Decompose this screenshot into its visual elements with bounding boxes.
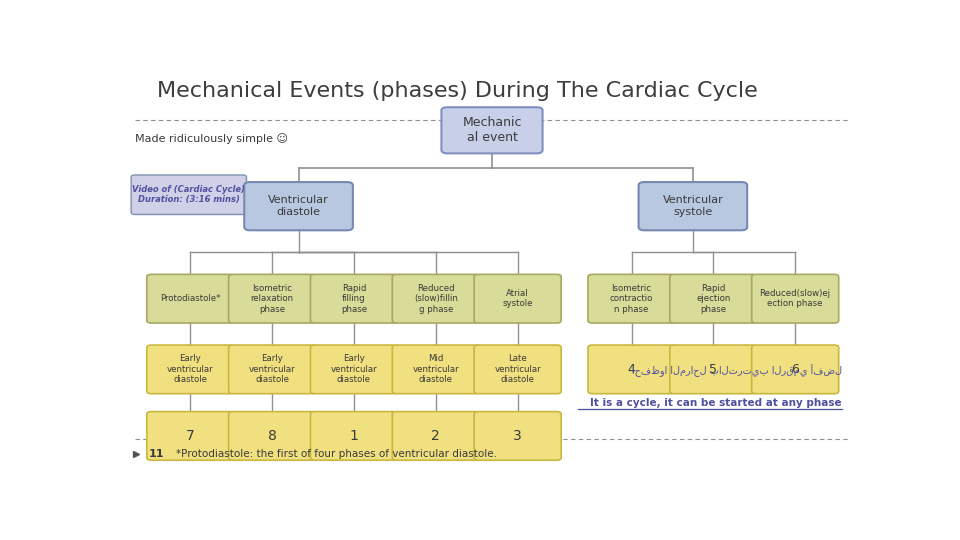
FancyBboxPatch shape	[670, 345, 756, 394]
FancyBboxPatch shape	[310, 345, 397, 394]
FancyBboxPatch shape	[231, 347, 263, 354]
Text: 4: 4	[628, 363, 636, 376]
Text: Reduced(slow)ej
ection phase: Reduced(slow)ej ection phase	[759, 289, 830, 308]
Text: 11: 11	[148, 449, 164, 458]
FancyBboxPatch shape	[231, 276, 263, 283]
FancyBboxPatch shape	[673, 276, 704, 283]
FancyBboxPatch shape	[396, 276, 426, 283]
FancyBboxPatch shape	[638, 182, 747, 230]
FancyBboxPatch shape	[393, 411, 479, 460]
FancyBboxPatch shape	[132, 175, 247, 214]
Text: 5: 5	[709, 363, 717, 376]
Text: Atrial
systole: Atrial systole	[502, 289, 533, 308]
Text: Mid
ventricular
diastole: Mid ventricular diastole	[413, 354, 459, 384]
Text: 1: 1	[349, 429, 358, 443]
Text: 6: 6	[791, 363, 799, 376]
Text: Video of (Cardiac Cycle)
Duration: (3:16 mins): Video of (Cardiac Cycle) Duration: (3:16…	[132, 185, 245, 205]
FancyBboxPatch shape	[752, 274, 839, 323]
Text: 8: 8	[268, 429, 276, 443]
FancyBboxPatch shape	[393, 274, 479, 323]
FancyBboxPatch shape	[310, 411, 397, 460]
FancyBboxPatch shape	[477, 347, 509, 354]
FancyBboxPatch shape	[313, 413, 345, 420]
FancyBboxPatch shape	[396, 413, 426, 420]
FancyBboxPatch shape	[752, 345, 839, 394]
FancyBboxPatch shape	[244, 182, 353, 230]
FancyBboxPatch shape	[231, 413, 263, 420]
FancyBboxPatch shape	[755, 276, 786, 283]
Text: Ventricular
systole: Ventricular systole	[662, 195, 723, 217]
Text: Early
ventricular
diastole: Early ventricular diastole	[249, 354, 296, 384]
FancyBboxPatch shape	[228, 274, 316, 323]
Text: Reduced
(slow)fillin
g phase: Reduced (slow)fillin g phase	[414, 284, 458, 314]
FancyBboxPatch shape	[442, 107, 542, 153]
FancyBboxPatch shape	[147, 345, 234, 394]
FancyBboxPatch shape	[588, 345, 675, 394]
FancyBboxPatch shape	[313, 276, 345, 283]
FancyBboxPatch shape	[474, 411, 562, 460]
Text: Isometric
relaxation
phase: Isometric relaxation phase	[251, 284, 294, 314]
FancyBboxPatch shape	[396, 347, 426, 354]
FancyBboxPatch shape	[670, 274, 756, 323]
Text: Made ridiculously simple ☺: Made ridiculously simple ☺	[134, 133, 288, 144]
FancyBboxPatch shape	[150, 276, 181, 283]
Text: 2: 2	[431, 429, 441, 443]
FancyBboxPatch shape	[147, 411, 234, 460]
FancyBboxPatch shape	[228, 345, 316, 394]
FancyBboxPatch shape	[150, 347, 181, 354]
Text: 3: 3	[514, 429, 522, 443]
Text: Protodiastole*: Protodiastole*	[160, 294, 221, 303]
Text: Early
ventricular
diastole: Early ventricular diastole	[167, 354, 214, 384]
FancyBboxPatch shape	[393, 345, 479, 394]
Text: Rapid
ejection
phase: Rapid ejection phase	[696, 284, 731, 314]
FancyBboxPatch shape	[643, 185, 680, 192]
FancyBboxPatch shape	[249, 185, 285, 192]
FancyBboxPatch shape	[588, 274, 675, 323]
FancyBboxPatch shape	[474, 274, 562, 323]
Text: Mechanical Events (phases) During The Cardiac Cycle: Mechanical Events (phases) During The Ca…	[157, 82, 758, 102]
FancyBboxPatch shape	[147, 274, 234, 323]
Text: Mechanic
al event: Mechanic al event	[463, 116, 521, 144]
FancyBboxPatch shape	[591, 276, 622, 283]
FancyBboxPatch shape	[673, 347, 704, 354]
FancyBboxPatch shape	[591, 347, 622, 354]
FancyBboxPatch shape	[755, 347, 786, 354]
FancyBboxPatch shape	[474, 345, 562, 394]
Text: احفظوا المراحل بالترتيب الرقمي أفضل: احفظوا المراحل بالترتيب الرقمي أفضل	[632, 364, 842, 377]
FancyBboxPatch shape	[477, 276, 509, 283]
Text: Early
ventricular
diastole: Early ventricular diastole	[330, 354, 377, 384]
Text: It is a cycle, it can be started at any phase: It is a cycle, it can be started at any …	[590, 398, 842, 408]
FancyBboxPatch shape	[310, 274, 397, 323]
Text: *Protodiastole: the first of four phases of ventricular diastole.: *Protodiastole: the first of four phases…	[176, 449, 497, 458]
Text: Isometric
contractio
n phase: Isometric contractio n phase	[610, 284, 653, 314]
Text: Rapid
filling
phase: Rapid filling phase	[341, 284, 367, 314]
Text: Late
ventricular
diastole: Late ventricular diastole	[494, 354, 541, 384]
Text: 7: 7	[186, 429, 195, 443]
FancyBboxPatch shape	[477, 413, 509, 420]
Text: Ventricular
diastole: Ventricular diastole	[268, 195, 329, 217]
FancyBboxPatch shape	[228, 411, 316, 460]
FancyBboxPatch shape	[150, 413, 181, 420]
FancyBboxPatch shape	[313, 347, 345, 354]
